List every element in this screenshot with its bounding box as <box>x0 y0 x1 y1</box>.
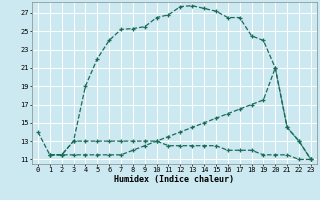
X-axis label: Humidex (Indice chaleur): Humidex (Indice chaleur) <box>115 175 234 184</box>
